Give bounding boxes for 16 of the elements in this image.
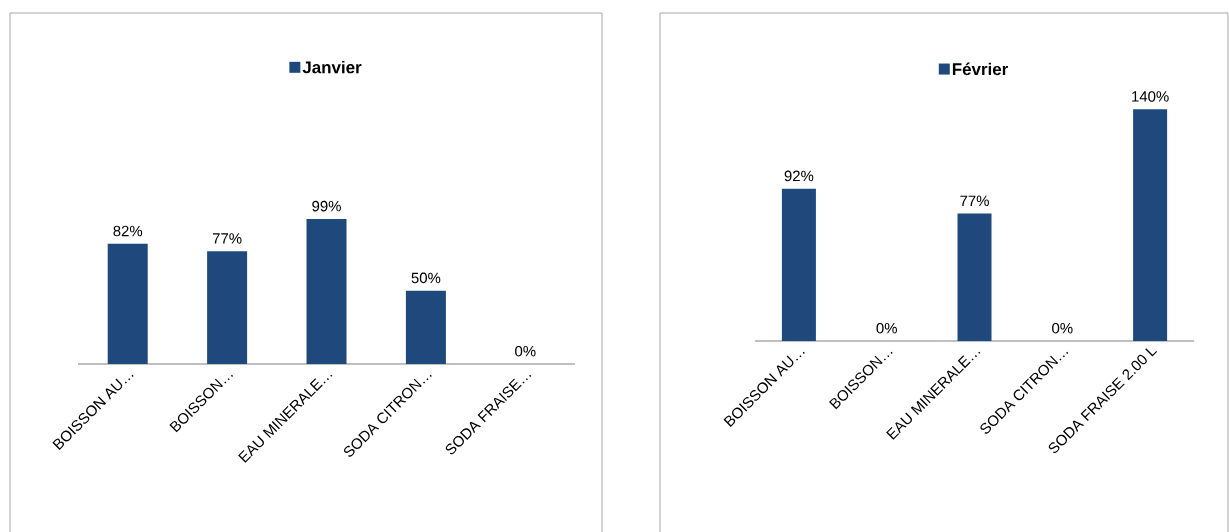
- data-label: 77%: [960, 195, 989, 207]
- data-label: 0%: [876, 322, 897, 334]
- legend-label: Février: [952, 62, 1008, 76]
- data-label: 77%: [212, 233, 242, 244]
- data-label: 0%: [1052, 322, 1073, 334]
- legend-label: Janvier: [302, 60, 362, 74]
- bar: [207, 251, 248, 364]
- data-label: 50%: [411, 272, 441, 284]
- bar: [306, 218, 347, 364]
- data-label: 92%: [784, 170, 814, 182]
- data-label: 140%: [1132, 91, 1169, 102]
- bar: [107, 243, 148, 364]
- data-label: 0%: [515, 345, 536, 357]
- data-label: 82%: [113, 225, 143, 237]
- bar: [405, 290, 446, 364]
- data-label: 99%: [312, 200, 341, 212]
